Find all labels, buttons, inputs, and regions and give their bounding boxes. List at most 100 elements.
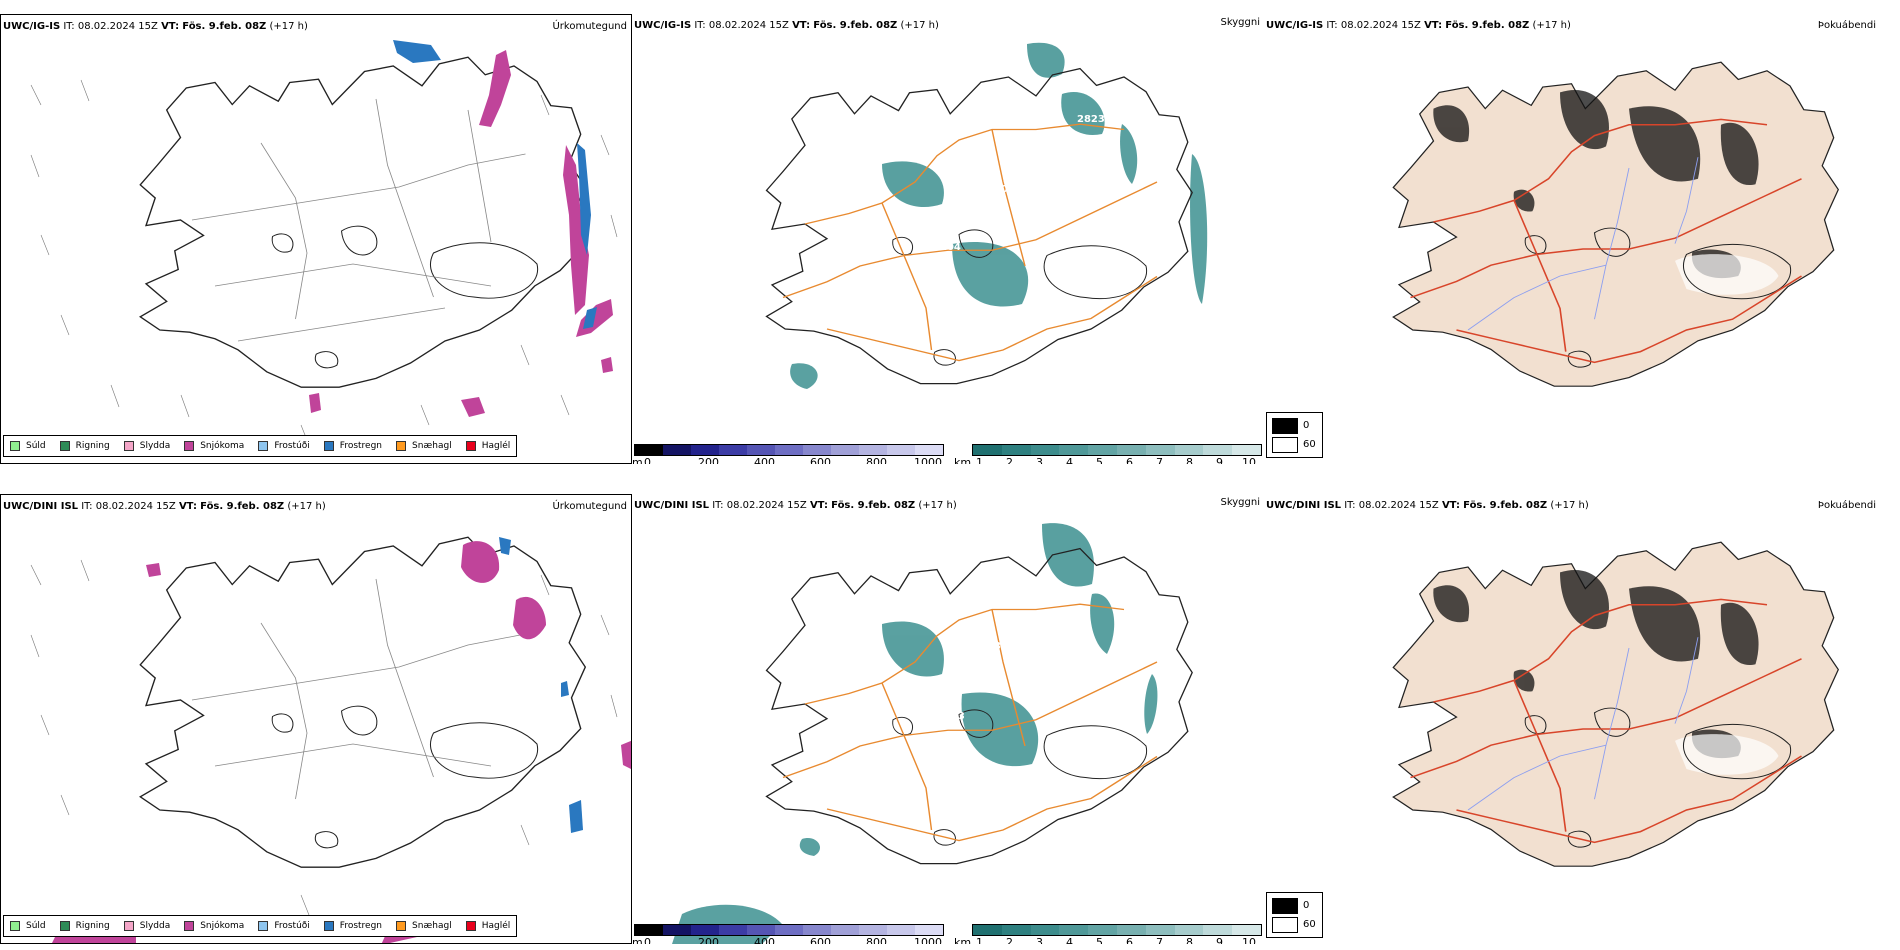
precip-map-bottom xyxy=(30,536,631,943)
vt-value: Fös. 9.feb. 08Z xyxy=(813,20,898,31)
legend-swatch xyxy=(59,441,70,451)
legend-item-sudl: Súld xyxy=(10,921,46,931)
panel-title: UWC/DINI ISL IT: 08.02.2024 15Z VT: Fös.… xyxy=(634,500,957,511)
visibility-labels: 2823 809 209 27 23 204 78 18 xyxy=(937,114,1113,405)
fog-legend-high: 60 xyxy=(1303,439,1316,450)
legend-swatch xyxy=(258,921,269,931)
legend-swatch xyxy=(396,921,407,931)
visibility-label: 230 xyxy=(987,641,1008,652)
visibility-label: 18 xyxy=(937,394,951,405)
lead-offset: (+17 h) xyxy=(1550,500,1589,511)
it-value: 08.02.2024 15Z xyxy=(77,21,158,32)
model-name: UWC/IG-IS xyxy=(3,21,61,32)
it-label: IT: xyxy=(694,20,706,31)
vt-label: VT: xyxy=(792,20,811,31)
height-scale: m 0 200 400 600 800 1000 xyxy=(632,438,944,464)
model-name: UWC/IG-IS xyxy=(1266,20,1324,31)
precip-type-panel-top: UWC/IG-IS IT: 08.02.2024 15Z VT: Fös. 9.… xyxy=(0,14,632,464)
legend-swatch xyxy=(258,441,269,451)
vt-value: Fös. 9.feb. 08Z xyxy=(200,501,285,512)
freezing-rain-areas xyxy=(393,40,597,329)
visibility-unit: km xyxy=(954,936,972,944)
fog-legend: 0 60 xyxy=(1266,892,1323,938)
wind-barbs xyxy=(30,79,618,446)
visibility-label: 209 xyxy=(994,184,1015,195)
legend-item-snjokoma: Snjókoma xyxy=(184,921,244,931)
visibility-scale: km 1 2 3 4 5 6 7 8 9 10 xyxy=(954,438,1264,464)
it-label: IT: xyxy=(63,21,75,32)
precip-legend: Súld Rigning Slydda Snjókoma Frostúði Fr… xyxy=(3,915,518,937)
vt-label: VT: xyxy=(1424,20,1443,31)
legend-swatch xyxy=(10,441,20,451)
it-value: 08.02.2024 15Z xyxy=(726,500,807,511)
precip-legend: Súld Rigning Slydda Snjókoma Frostúði Fr… xyxy=(3,435,518,457)
fog-legend-high: 60 xyxy=(1303,919,1316,930)
it-label: IT: xyxy=(81,501,93,512)
it-value: 08.02.2024 15Z xyxy=(1340,20,1421,31)
rivers xyxy=(1467,637,1699,811)
vt-value: Fös. 9.feb. 08Z xyxy=(1463,500,1548,511)
freezing-rain-areas xyxy=(499,537,583,833)
visibility-label: 502 xyxy=(1144,598,1165,609)
panel-tag: Þokuábendi xyxy=(1817,500,1876,511)
fog-legend-high-swatch xyxy=(1272,437,1298,453)
vt-value: Fös. 9.feb. 08Z xyxy=(182,21,267,32)
visibility-label: 243 xyxy=(944,711,965,722)
legend-swatch xyxy=(10,921,20,931)
vt-value: Fös. 9.feb. 08Z xyxy=(1445,20,1530,31)
model-name: UWC/DINI ISL xyxy=(634,500,710,511)
visibility-panel-top: 2823 809 209 27 23 204 78 18 UWC/IG-IS I… xyxy=(632,14,1264,464)
panel-tag: Úrkomutegund xyxy=(552,501,627,512)
visibility-label: 31 xyxy=(1076,594,1090,605)
lead-offset: (+17 h) xyxy=(287,501,326,512)
height-scale-bar xyxy=(634,444,944,456)
vt-label: VT: xyxy=(1441,500,1460,511)
visibility-label: 27 xyxy=(1056,166,1070,177)
panel-title: UWC/IG-IS IT: 08.02.2024 15Z VT: Fös. 9.… xyxy=(634,20,939,31)
legend-item-rigning: Rigning xyxy=(59,921,110,931)
panel-tag: Úrkomutegund xyxy=(552,21,627,32)
visibility-label: 202 xyxy=(1052,664,1073,675)
precip-type-panel-bottom: UWC/DINI ISL IT: 08.02.2024 15Z VT: Fös.… xyxy=(0,494,632,944)
fog-panel-bottom: UWC/DINI ISL IT: 08.02.2024 15Z VT: Fös.… xyxy=(1264,494,1900,944)
model-name: UWC/IG-IS xyxy=(634,20,692,31)
panel-tag: Skyggni xyxy=(1220,497,1260,508)
visibility-label: 78 xyxy=(1094,268,1108,279)
road-network xyxy=(782,603,1158,842)
legend-item-frostregn: Frostregn xyxy=(323,921,382,931)
height-scale-bar xyxy=(634,924,944,936)
model-name: UWC/DINI ISL xyxy=(3,501,79,512)
fog-legend-low-swatch xyxy=(1272,898,1298,914)
lead-offset: (+17 h) xyxy=(269,21,308,32)
fog-legend-high-swatch xyxy=(1272,917,1298,933)
vt-label: VT: xyxy=(161,21,180,32)
legend-item-sudl: Súld xyxy=(10,441,46,451)
visibility-panel-bottom: 820 502 342 230 243 31 202 UWC/DINI ISL … xyxy=(632,494,1264,944)
visibility-label: 809 xyxy=(1092,134,1113,145)
it-value: 08.02.2024 15Z xyxy=(1358,500,1439,511)
legend-swatch xyxy=(184,441,195,451)
fog-map-bottom xyxy=(1392,541,1839,867)
fog-legend-low-swatch xyxy=(1272,418,1298,434)
legend-item-haglel: Haglél xyxy=(465,441,510,451)
visibility-scale-bar xyxy=(972,924,1262,936)
visibility-scale-bar xyxy=(972,444,1262,456)
legend-item-snaehagl: Snæhagl xyxy=(396,921,452,931)
height-scale: m 0 200 400 600 800 1000 xyxy=(632,918,944,944)
visibility-labels: 820 502 342 230 243 31 202 xyxy=(944,586,1165,722)
panel-title: UWC/IG-IS IT: 08.02.2024 15Z VT: Fös. 9.… xyxy=(1266,20,1571,31)
legend-item-frostudi: Frostúði xyxy=(258,921,310,931)
visibility-label: 204 xyxy=(940,242,961,253)
wind-barbs xyxy=(30,559,618,916)
vt-label: VT: xyxy=(809,500,828,511)
vt-label: VT: xyxy=(178,501,197,512)
fog-panel-top: UWC/IG-IS IT: 08.02.2024 15Z VT: Fös. 9.… xyxy=(1264,14,1900,464)
visibility-label: 820 xyxy=(1112,586,1133,597)
visibility-map-top: 2823 809 209 27 23 204 78 18 xyxy=(765,42,1208,405)
panel-title: UWC/IG-IS IT: 08.02.2024 15Z VT: Fös. 9.… xyxy=(3,21,308,32)
legend-swatch xyxy=(465,441,476,451)
visibility-label: 342 xyxy=(1120,636,1141,647)
panel-tag: Þokuábendi xyxy=(1817,20,1876,31)
legend-item-slydda: Slydda xyxy=(123,441,170,451)
low-visibility-areas xyxy=(790,42,1208,389)
